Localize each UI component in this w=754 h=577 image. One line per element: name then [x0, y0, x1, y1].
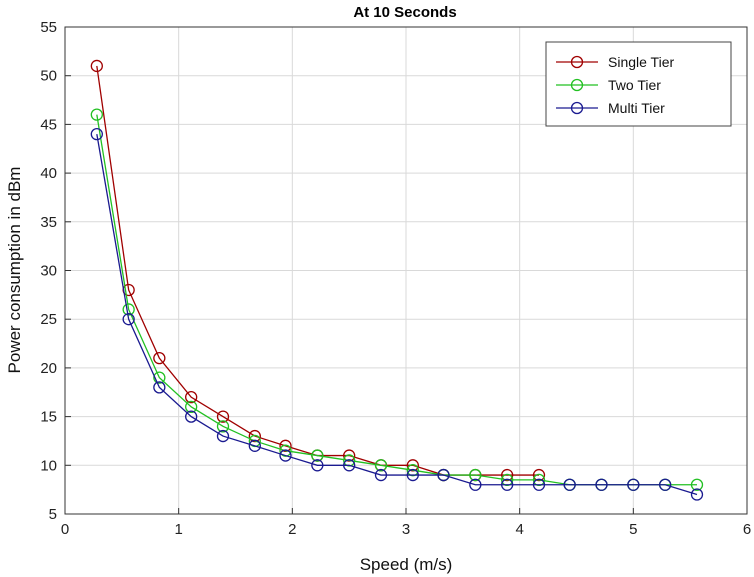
data-point-two-tier: [311, 449, 324, 462]
legend-label: Single Tier: [608, 54, 674, 70]
data-point-multi-tier: [185, 410, 198, 423]
x-tick-label: 6: [743, 521, 751, 538]
legend: Single Tier Two Tier Multi Tier: [545, 41, 732, 127]
x-tick-label: 3: [402, 521, 410, 538]
series-multi-tier: [90, 127, 704, 501]
y-tick-label: 55: [40, 19, 57, 36]
data-point-two-tier: [122, 303, 135, 316]
data-point-multi-tier: [563, 478, 576, 491]
data-point-multi-tier: [501, 478, 514, 491]
series-group: [90, 59, 704, 501]
data-point-two-tier: [690, 478, 704, 491]
legend-marker: [570, 101, 584, 115]
data-point-multi-tier: [216, 429, 230, 443]
data-point-multi-tier: [690, 488, 704, 501]
x-tick-label: 5: [629, 521, 637, 538]
data-point-multi-tier: [659, 478, 672, 491]
data-point-multi-tier: [90, 127, 103, 141]
chart-title: At 10 Seconds: [353, 4, 456, 21]
x-tick-label: 2: [288, 521, 296, 538]
legend-marker: [570, 78, 584, 92]
y-tick-label: 25: [40, 311, 57, 328]
data-point-multi-tier: [153, 381, 166, 394]
y-tick-label: 40: [40, 165, 57, 182]
x-axis-label: Speed (m/s): [360, 555, 453, 574]
data-point-two-tier: [374, 459, 388, 472]
data-point-multi-tier: [279, 449, 292, 462]
y-tick-label: 20: [40, 360, 57, 377]
legend-item-two-tier: Two Tier: [556, 77, 661, 93]
y-tick-label: 5: [49, 506, 57, 523]
data-point-multi-tier: [343, 459, 356, 472]
legend-marker: [570, 55, 584, 69]
y-tick-label: 30: [40, 263, 57, 280]
legend-item-single-tier: Single Tier: [556, 54, 674, 70]
data-point-two-tier: [185, 400, 198, 414]
data-point-multi-tier: [437, 468, 450, 482]
y-tick-label: 50: [40, 68, 57, 85]
y-tick-label: 10: [40, 457, 57, 474]
y-tick-label: 15: [40, 409, 57, 426]
data-point-multi-tier: [627, 478, 640, 491]
data-point-multi-tier: [122, 313, 135, 326]
plot-area-frame: [64, 26, 748, 515]
data-point-multi-tier: [374, 468, 388, 482]
legend-label: Two Tier: [608, 77, 661, 93]
legend-label: Multi Tier: [608, 100, 665, 116]
data-point-multi-tier: [248, 439, 261, 452]
data-point-two-tier: [90, 108, 103, 121]
data-point-two-tier: [469, 468, 482, 482]
x-tick-label: 1: [174, 521, 182, 538]
data-point-multi-tier: [532, 478, 546, 491]
x-tick-label: 0: [61, 521, 69, 538]
data-point-single-tier: [153, 352, 166, 365]
data-point-multi-tier: [595, 478, 608, 491]
data-point-multi-tier: [469, 478, 482, 491]
data-point-single-tier: [90, 59, 103, 73]
data-point-single-tier: [216, 410, 230, 423]
y-tick-labels: 5 10 15 20 25 30 35 40 45 50 55: [40, 19, 71, 523]
data-point-two-tier: [216, 420, 230, 433]
legend-item-multi-tier: Multi Tier: [556, 100, 665, 116]
data-point-single-tier: [185, 390, 198, 404]
data-point-two-tier: [153, 371, 166, 384]
data-point-multi-tier: [406, 468, 419, 482]
data-point-multi-tier: [311, 459, 324, 472]
y-tick-label: 45: [40, 116, 57, 133]
x-tick-label: 4: [515, 521, 523, 538]
y-tick-label: 35: [40, 214, 57, 231]
y-axis-label: Power consumption in dBm: [5, 167, 24, 374]
